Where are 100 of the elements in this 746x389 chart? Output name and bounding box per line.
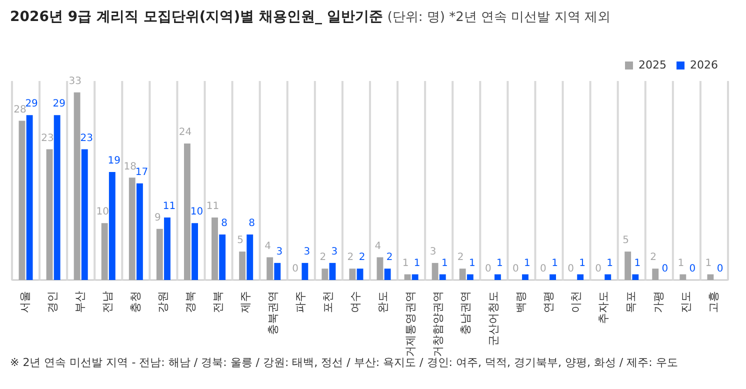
data-label: 23	[41, 132, 54, 144]
bar	[108, 172, 116, 280]
data-label: 28	[14, 104, 26, 116]
data-label: 5	[622, 235, 630, 246]
data-label: 1	[678, 258, 684, 269]
bar	[494, 274, 501, 280]
bar	[184, 144, 190, 280]
bar	[680, 274, 686, 280]
data-label: 8	[221, 218, 228, 230]
data-label: 0	[595, 264, 602, 275]
x-tick-label: 충청	[128, 291, 142, 313]
bar	[466, 274, 474, 280]
bar	[577, 274, 584, 280]
data-label: 0	[484, 264, 492, 275]
data-label: 2	[358, 252, 366, 264]
x-tick-label: 거제통영권역	[404, 291, 418, 357]
x-tick-label: 부산	[74, 291, 87, 313]
data-label: 10	[190, 206, 204, 218]
x-tick-label: 경북	[184, 291, 197, 313]
bar	[46, 149, 53, 280]
text: ※ 2년 연속 미선발 지역 - 전남: 해남 / 경북: 울릉 / 강원: 태백, 정선 / 부산: 욕지도 / 경인: 여주, 덕적, 경기북부, 양평, 화성 / 제주: 우도	[10, 356, 678, 370]
bar	[522, 274, 528, 280]
data-label: 0	[292, 264, 299, 275]
legend-label: 2025	[638, 58, 667, 72]
data-label: 1	[552, 258, 558, 269]
data-label: 3	[276, 246, 283, 258]
data-label: 1	[414, 258, 420, 269]
bar	[212, 217, 218, 280]
x-tick-label: 제주	[238, 291, 252, 313]
bar	[322, 268, 328, 280]
data-label: 2	[320, 252, 326, 264]
data-label: 3	[304, 246, 310, 258]
data-label: 5	[237, 235, 244, 246]
x-tick-label: 서울	[18, 291, 32, 313]
bar	[356, 268, 364, 280]
x-tick-label: 전남	[101, 291, 114, 313]
bar	[192, 223, 198, 280]
data-label: 1	[579, 258, 586, 269]
data-label: 0	[662, 264, 668, 275]
bar	[219, 234, 226, 280]
data-label: 33	[68, 76, 82, 87]
data-label: 2	[386, 252, 393, 264]
x-tick-label: 진도	[680, 291, 693, 313]
data-label: 1	[524, 258, 530, 269]
x-tick-label: 군산어청도	[486, 291, 500, 346]
x-tick-label: 포천	[322, 291, 335, 313]
x-tick-label: 전북	[211, 291, 224, 313]
bar	[54, 115, 60, 280]
x-tick-label: 강원	[156, 291, 170, 313]
bar	[101, 223, 108, 280]
chart-subtitle: (단위: 명) *2년 연속 미선발 지역 제외	[387, 10, 610, 25]
bar	[164, 217, 170, 280]
bar	[550, 274, 556, 280]
data-label: 2	[347, 252, 354, 264]
data-label: 18	[124, 161, 137, 172]
x-tick-label: 추자도	[596, 291, 610, 324]
x-tick-label: 경인	[46, 291, 60, 313]
bar	[266, 257, 274, 280]
bar	[274, 262, 281, 280]
data-label: 24	[178, 127, 192, 138]
data-label: 29	[52, 98, 66, 110]
bar	[74, 92, 80, 280]
data-label: 23	[80, 132, 93, 144]
x-tick-label: 연평	[542, 291, 555, 313]
bar	[329, 262, 336, 280]
data-label: 11	[206, 201, 220, 212]
bar	[412, 274, 418, 280]
data-label: 17	[135, 166, 148, 178]
data-label: 0	[689, 264, 696, 275]
data-label: 10	[96, 206, 109, 218]
bar	[604, 274, 612, 280]
bar	[136, 183, 143, 280]
bar	[239, 252, 246, 280]
data-label: 2	[650, 252, 657, 264]
bar	[404, 274, 411, 280]
legend-label: 2026	[690, 58, 718, 72]
bar	[302, 262, 308, 280]
data-label: 0	[540, 264, 546, 275]
data-label: 0	[512, 264, 519, 275]
bar	[246, 234, 254, 280]
bar	[459, 268, 466, 280]
data-label: 8	[248, 218, 256, 230]
data-label: 1	[705, 258, 712, 269]
x-tick-label: 가평	[652, 291, 666, 313]
data-label: 9	[154, 212, 161, 224]
bar	[81, 149, 88, 280]
bar	[624, 252, 632, 280]
data-label: 1	[402, 258, 409, 269]
x-tick-label: 충남권역	[459, 291, 472, 335]
bar	[18, 120, 26, 280]
data-label: 11	[162, 201, 176, 212]
data-label: 4	[264, 240, 272, 252]
data-label: 1	[441, 258, 448, 269]
bar	[432, 262, 438, 280]
data-label: 0	[568, 264, 574, 275]
data-label: 2	[457, 252, 464, 264]
data-label: 1	[606, 258, 614, 269]
data-label: 29	[25, 98, 38, 110]
x-tick-label: 백령	[514, 291, 528, 313]
x-tick-label: 충북권역	[266, 291, 280, 335]
